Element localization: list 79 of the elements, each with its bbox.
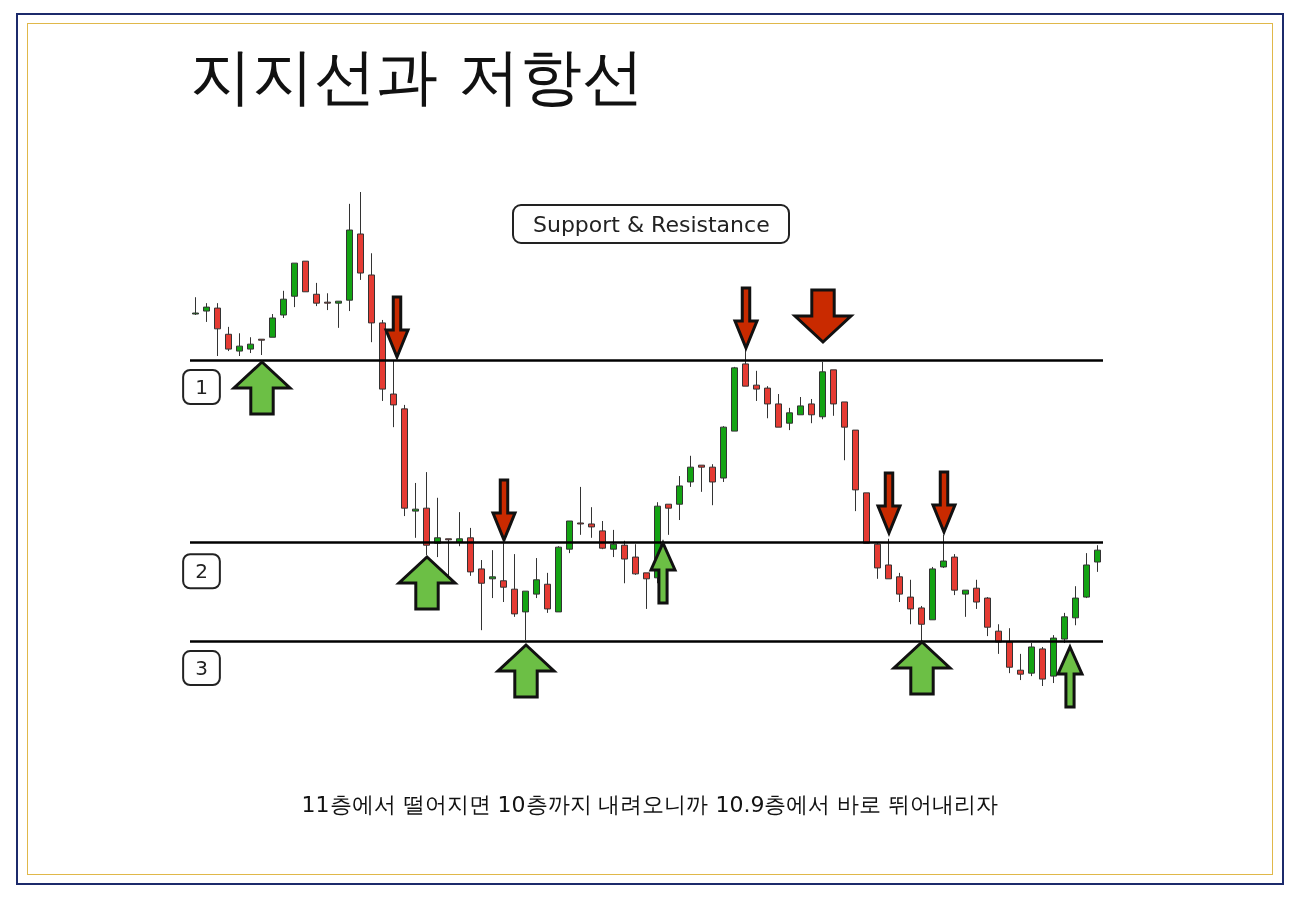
- annotation: 1: [195, 374, 208, 399]
- candlestick: [412, 482, 419, 539]
- chart-title: 지지선과 저항선: [190, 39, 644, 113]
- candlestick: [247, 336, 254, 354]
- candlestick: [984, 596, 991, 637]
- candlestick: [478, 559, 485, 631]
- candlestick: [313, 282, 320, 307]
- candlestick: [720, 425, 727, 483]
- candlestick: [874, 542, 881, 580]
- candlestick: [643, 572, 650, 610]
- candlestick: [489, 549, 496, 599]
- candlestick: [291, 262, 298, 308]
- candlestick: [951, 553, 958, 596]
- candlestick: [863, 492, 870, 544]
- candlestick: [577, 486, 584, 536]
- candlestick: [203, 302, 210, 323]
- candlestick: [1072, 585, 1079, 626]
- candlestick: [379, 319, 386, 402]
- candlestick: [753, 370, 760, 402]
- candlestick: [401, 404, 408, 517]
- candlestick: [236, 332, 243, 357]
- candlestick: [940, 534, 947, 569]
- candlestick: [346, 203, 353, 312]
- candlestick: [1006, 627, 1013, 674]
- candlestick: [764, 385, 771, 419]
- candlestick: [225, 326, 232, 352]
- candlestick: [698, 464, 705, 493]
- candlestick: [1017, 653, 1024, 681]
- candlestick: [555, 545, 562, 613]
- candlestick: [302, 260, 309, 293]
- candlestick: [687, 455, 694, 488]
- candlestick: [544, 572, 551, 614]
- candlestick: [1094, 544, 1101, 573]
- candlestick: [885, 538, 892, 580]
- candlestick: [1039, 646, 1046, 687]
- candlestick: [533, 557, 540, 599]
- annotation: 3: [195, 656, 208, 681]
- candlestick: [324, 292, 331, 311]
- candlestick: [511, 553, 518, 618]
- candlestick: [368, 252, 375, 343]
- candlestick: [852, 429, 859, 512]
- candlestick: [808, 398, 815, 424]
- candlestick: [786, 407, 793, 431]
- candlestick: [335, 300, 342, 329]
- candlestick: [962, 589, 969, 618]
- candlestick: [830, 369, 837, 417]
- candlestick: [632, 543, 639, 576]
- candlestick: [500, 542, 507, 603]
- candlestick: [676, 475, 683, 521]
- candlestick: [258, 338, 265, 356]
- candlestick: [841, 401, 848, 461]
- candlestick: [709, 463, 716, 506]
- candlestick: [1083, 552, 1090, 599]
- candlestick: [269, 313, 276, 338]
- candlestick: [907, 579, 914, 625]
- candlestick: [929, 566, 936, 621]
- candlestick: [280, 290, 287, 319]
- candlestick: [357, 191, 364, 281]
- candlestick: [731, 366, 738, 432]
- candlestick: [665, 503, 672, 536]
- candlestick: [819, 361, 826, 420]
- candlestick: [973, 579, 980, 610]
- candlestick: [522, 590, 529, 641]
- annotation: 2: [195, 559, 208, 584]
- candlestick: [390, 359, 397, 428]
- candlestick: [918, 605, 925, 642]
- candlestick: [1028, 642, 1035, 677]
- text: Support & Resistance: [533, 211, 770, 237]
- candlestick: [214, 302, 221, 357]
- candlestick: [1050, 634, 1057, 684]
- candlestick: [775, 393, 782, 428]
- candlestick: [896, 572, 903, 603]
- candlestick: [192, 296, 199, 316]
- text: 11층에서 떨어지면 10층까지 내려오니까 10.9층에서 바로 뛰어내리자: [301, 791, 999, 817]
- candlestick: [467, 527, 474, 577]
- candlestick: [423, 471, 430, 556]
- candlestick: [610, 529, 617, 558]
- candlestick: [797, 396, 804, 416]
- candlestick: [588, 506, 595, 539]
